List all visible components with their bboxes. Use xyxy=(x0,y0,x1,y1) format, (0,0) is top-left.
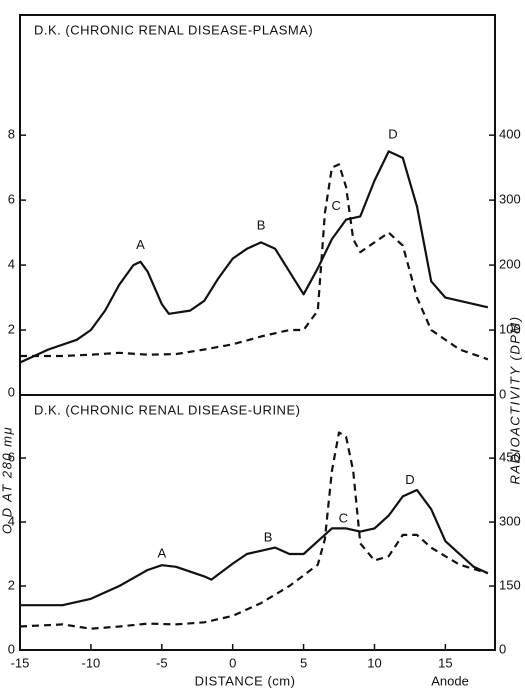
x-note: Anode xyxy=(431,673,469,688)
x-tick-label: 10 xyxy=(367,655,381,670)
peak-label: A xyxy=(157,545,166,560)
y-tick-label: 4 xyxy=(8,257,15,272)
y2-tick-label: 300 xyxy=(499,192,521,207)
x-tick-label: -10 xyxy=(81,655,100,670)
x-tick-label: 5 xyxy=(300,655,307,670)
y2-tick-label: 100 xyxy=(499,321,521,336)
x-tick-label: 0 xyxy=(229,655,236,670)
data-line xyxy=(19,431,489,630)
y2-axis-label: RADIOACTIVITY (DPM) xyxy=(507,315,522,484)
peak-label: D xyxy=(405,472,414,487)
x-tick-label: 15 xyxy=(438,655,452,670)
peak-label: C xyxy=(339,510,348,525)
y-tick-label: 4 xyxy=(8,513,15,528)
y2-tick-label: 0 xyxy=(499,386,506,401)
y2-tick-label: 400 xyxy=(499,127,521,142)
y-tick-label: 2 xyxy=(8,321,15,336)
data-line xyxy=(20,163,489,361)
y2-tick-label: 300 xyxy=(499,514,521,529)
panel-title: D.K. (CHRONIC RENAL DISEASE-URINE) xyxy=(34,402,300,417)
x-axis-label: DISTANCE (cm) xyxy=(195,673,296,688)
y-tick-label: 2 xyxy=(8,577,15,592)
x-tick-label: -15 xyxy=(11,655,30,670)
peak-label: D xyxy=(388,127,397,142)
peak-label: B xyxy=(264,529,273,544)
y-tick-label: 0 xyxy=(8,384,15,399)
data-line xyxy=(19,150,489,364)
panel-title: D.K. (CHRONIC RENAL DISEASE-PLASMA) xyxy=(34,22,313,37)
peak-label: C xyxy=(331,198,340,213)
y2-tick-label: 0 xyxy=(499,641,506,656)
y2-tick-label: 150 xyxy=(499,577,521,592)
y2-tick-label: 450 xyxy=(499,450,521,465)
y-axis-label: O D AT 280 mμ xyxy=(0,426,14,534)
y2-tick-label: 200 xyxy=(499,257,521,272)
x-tick-label: -5 xyxy=(156,655,168,670)
y-tick-label: 0 xyxy=(8,641,15,656)
y-tick-label: 6 xyxy=(8,192,15,207)
peak-label: B xyxy=(257,218,266,233)
plot-frame xyxy=(19,14,496,651)
peak-label: A xyxy=(136,237,145,252)
y-tick-label: 8 xyxy=(8,127,15,142)
data-line xyxy=(20,488,489,607)
y-tick-label: 6 xyxy=(8,449,15,464)
